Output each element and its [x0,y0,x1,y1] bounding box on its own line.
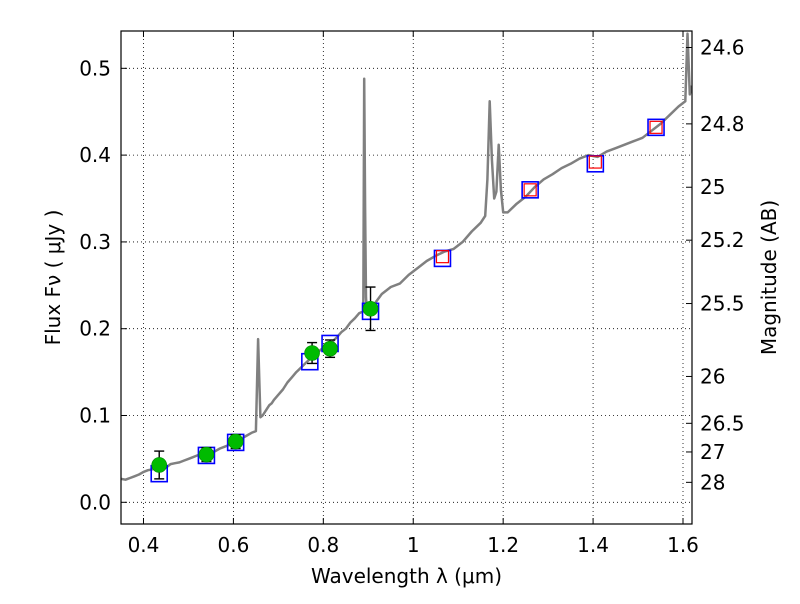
right-tick-label: 24.6 [700,35,745,59]
y-tick-label: 0.0 [79,490,111,514]
right-tick-label: 25.5 [700,292,745,316]
x-tick-label: 1.2 [487,533,519,557]
plot-area [121,32,692,483]
right-axis-label: Magnitude (AB) [757,200,781,355]
y-tick-label: 0.1 [79,404,111,428]
right-tick-label: 24.8 [700,112,745,136]
x-tick-label: 0.6 [217,533,249,557]
tick-layer: 0.4 0.6 0.8 1 1.2 1.4 1.6 0.0 0.1 0.2 0.3 0.4 0.5 24.… [79,31,745,557]
data-layer [121,32,692,483]
observed-point [151,457,168,473]
observed-point [304,345,320,361]
plot-frame [120,30,693,525]
observed-point [227,433,244,450]
right-tick-label: 28 [700,470,725,494]
upper-limit-marker [435,250,450,264]
right-tick-label: 27 [700,440,725,464]
x-tick-label: 1 [407,533,420,557]
right-tick-label: 26 [700,364,725,388]
y-tick-label: 0.5 [79,56,111,80]
upper-limit-marker [523,183,537,197]
x-tick-label: 1.4 [577,533,609,557]
y-tick-label: 0.4 [79,143,111,167]
right-tick-label: 25 [700,175,725,199]
model-photometry-square [521,181,539,199]
y-tick-label: 0.3 [79,230,111,254]
observed-point [322,340,338,357]
model-photometry-square [647,118,665,137]
spectrum-line [121,32,692,481]
x-axis-label: Wavelength λ (μm) [311,564,502,588]
observed-point [198,446,215,463]
x-tick-label: 0.4 [128,533,160,557]
y-tick-label: 0.2 [79,317,111,341]
x-tick-label: 0.8 [307,533,339,557]
observed-point [362,300,379,317]
upper-limit-marker [588,155,602,169]
right-tick-label: 25.2 [700,228,745,252]
right-tick-label: 26.5 [700,411,745,435]
x-tick-label: 1.6 [667,533,699,557]
upper-limit-marker [649,120,663,134]
y-axis-label: Flux Fν ( μJy ) [41,210,65,346]
